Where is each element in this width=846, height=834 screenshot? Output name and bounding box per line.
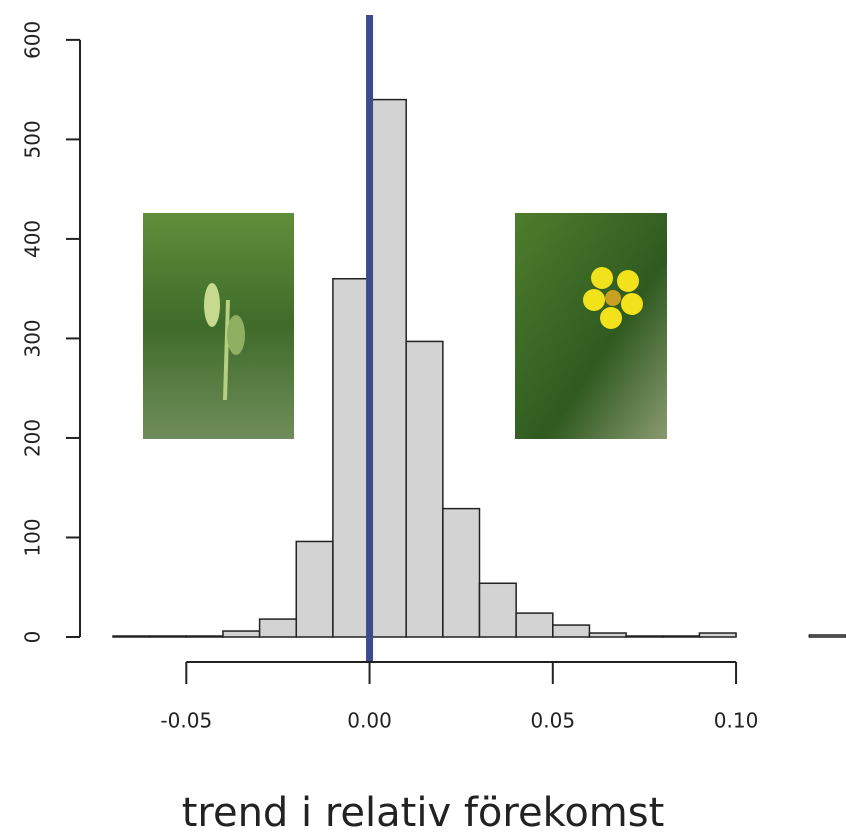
- x-tick-label: 0.10: [714, 709, 759, 733]
- bar: [222, 630, 261, 638]
- bar: [332, 277, 371, 638]
- bar: [662, 635, 701, 638]
- bar: [808, 634, 846, 638]
- bar: [112, 635, 151, 638]
- bar: [185, 635, 224, 638]
- y-tick-label: 100: [21, 518, 45, 556]
- y-tick-label: 300: [21, 319, 45, 357]
- y-tick-label: 400: [21, 220, 45, 258]
- photo-left: [143, 213, 294, 439]
- x-tick-label: 0.05: [531, 709, 576, 733]
- photo-right: [515, 213, 667, 439]
- bar: [405, 340, 444, 638]
- bar: [368, 98, 407, 638]
- bar: [442, 507, 481, 638]
- y-tick-label: 600: [21, 21, 45, 59]
- bar: [552, 624, 591, 638]
- bar: [258, 618, 298, 638]
- x-axis-label: trend i relativ förekomst: [182, 790, 665, 834]
- bar: [148, 635, 188, 638]
- bar: [588, 632, 627, 638]
- y-tick-label: 200: [21, 419, 45, 457]
- bar: [478, 582, 517, 638]
- bar: [698, 632, 737, 638]
- y-tick-label: 0: [21, 631, 45, 644]
- x-tick-label: -0.05: [160, 709, 212, 733]
- x-tick-label: 0.00: [347, 709, 392, 733]
- bar: [625, 635, 664, 638]
- y-tick-label: 500: [21, 120, 45, 158]
- bar: [295, 540, 334, 638]
- bar: [515, 612, 554, 638]
